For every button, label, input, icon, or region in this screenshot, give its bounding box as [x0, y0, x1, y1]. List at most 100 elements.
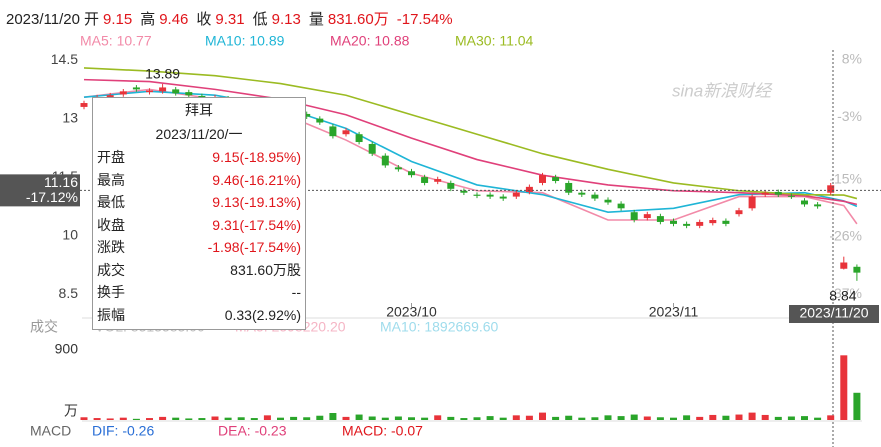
- ma-legend: MA20: 10.88: [330, 33, 410, 49]
- tooltip-label: 振幅: [97, 306, 125, 323]
- candle-body: [539, 175, 546, 183]
- candle-body: [303, 113, 311, 117]
- volume-bar: [237, 417, 245, 420]
- volume-bar: [565, 415, 573, 420]
- volume-bar: [578, 417, 586, 420]
- candle-body: [827, 185, 835, 193]
- volume-bar: [342, 416, 350, 420]
- candle-body: [787, 195, 795, 197]
- volume-bar: [774, 416, 782, 420]
- volume-bar: [80, 417, 88, 420]
- ma-line: [83, 67, 858, 200]
- y2-tick-label: -37%: [829, 285, 862, 301]
- volume-bar: [434, 415, 442, 420]
- volume-bar: [132, 418, 140, 420]
- volume-bar: [591, 417, 599, 420]
- volume-bar: [329, 413, 337, 420]
- volume-label: 成交: [30, 319, 58, 335]
- crosshair-date: 2023/11/20: [799, 305, 868, 321]
- candle-body: [342, 130, 350, 135]
- candle-body: [578, 192, 586, 195]
- candle-body: [656, 216, 664, 222]
- candle-body: [565, 182, 573, 193]
- macd-legend: DIF: -0.26: [92, 423, 154, 439]
- volume-bar: [355, 414, 363, 420]
- candle-body: [814, 204, 822, 207]
- candle-body: [761, 192, 769, 195]
- y2-tick-label: 8%: [842, 51, 862, 67]
- y-tick-label: 13: [62, 109, 78, 125]
- y-tick-label: 10: [62, 226, 78, 242]
- candle-body: [486, 194, 494, 197]
- candle-body: [421, 177, 429, 183]
- crosshair-box: [0, 174, 80, 207]
- volume-bar: [172, 417, 180, 420]
- macd-label: MACD: [30, 423, 71, 439]
- volume-bar: [683, 415, 691, 420]
- ma-legend: MA10: 10.89: [205, 33, 285, 49]
- candle-body: [80, 103, 88, 107]
- quote-value: 9.15: [102, 11, 133, 28]
- ma-legend: MA5: 10.77: [80, 33, 152, 49]
- x-tick-label: 2023/11: [649, 304, 699, 320]
- quote-label: 高: [140, 11, 156, 28]
- volume-bar: [696, 416, 704, 420]
- volume-legend: MA10: 1892669.60: [380, 319, 499, 335]
- y2-tick-label: -26%: [829, 228, 862, 244]
- candle-body: [801, 200, 808, 205]
- tooltip-row: 开盘 9.15(-18.95%): [93, 146, 305, 169]
- volume-bar: [381, 417, 389, 420]
- quote-header: 2023/11/20 开 9.15 高 9.46 收 9.31 低 9.13 量 831.60万 -1…: [6, 8, 461, 29]
- tooltip-value: --: [291, 284, 301, 300]
- candle-body: [447, 182, 455, 189]
- tooltip-label: 收盘: [97, 216, 125, 233]
- quote-value: 9.31: [215, 11, 245, 28]
- candle-body: [473, 194, 481, 196]
- macd-legend: MACD: -0.07: [342, 423, 423, 439]
- volume-bar: [722, 415, 730, 420]
- tooltip-label: 最高: [97, 171, 125, 188]
- volume-bar: [211, 416, 219, 420]
- candle-body: [499, 196, 507, 199]
- candle-body: [434, 179, 442, 182]
- volume-bar: [499, 417, 507, 420]
- x-tick-label: 2023/10: [386, 304, 437, 320]
- y-tick-label: 14.5: [51, 51, 78, 67]
- macd-legend: DEA: -0.23: [218, 423, 287, 439]
- volume-bar: [408, 417, 415, 420]
- volume-bar: [185, 418, 193, 420]
- tooltip-value: 9.13(-19.13%): [212, 194, 301, 210]
- volume-bar: [512, 415, 520, 420]
- volume-bar: [709, 414, 717, 420]
- volume-bar: [656, 417, 664, 420]
- volume-bar: [159, 416, 167, 420]
- volume-bar: [447, 416, 455, 420]
- volume-bar: [853, 392, 861, 420]
- candle-body: [643, 214, 651, 219]
- volume-bar: [735, 414, 743, 420]
- candle-body: [355, 134, 363, 143]
- candle-body: [525, 186, 533, 192]
- candle-body: [119, 91, 127, 95]
- tooltip-value: 831.60万股: [230, 261, 301, 278]
- candle-body: [106, 95, 114, 98]
- tooltip-value: 9.15(-18.95%): [212, 149, 301, 165]
- quote-label: 开: [83, 11, 99, 28]
- candle-body: [748, 196, 756, 209]
- volume-bar: [525, 415, 533, 420]
- volume-bar: [761, 414, 769, 420]
- volume-bar: [146, 418, 153, 420]
- volume-bar: [840, 355, 848, 420]
- volume-bar: [787, 416, 795, 420]
- y2-tick-label: -15%: [829, 170, 862, 186]
- candle-body: [172, 89, 180, 94]
- candle-body: [394, 167, 402, 170]
- volume-bar: [486, 416, 494, 420]
- tooltip-row: 成交 831.60万股: [93, 259, 305, 282]
- tooltip-label: 开盘: [97, 149, 125, 165]
- volume-unit: 万: [64, 403, 78, 419]
- candle-body: [683, 223, 691, 226]
- quote-label: 量: [308, 11, 324, 28]
- candle-body: [630, 212, 638, 220]
